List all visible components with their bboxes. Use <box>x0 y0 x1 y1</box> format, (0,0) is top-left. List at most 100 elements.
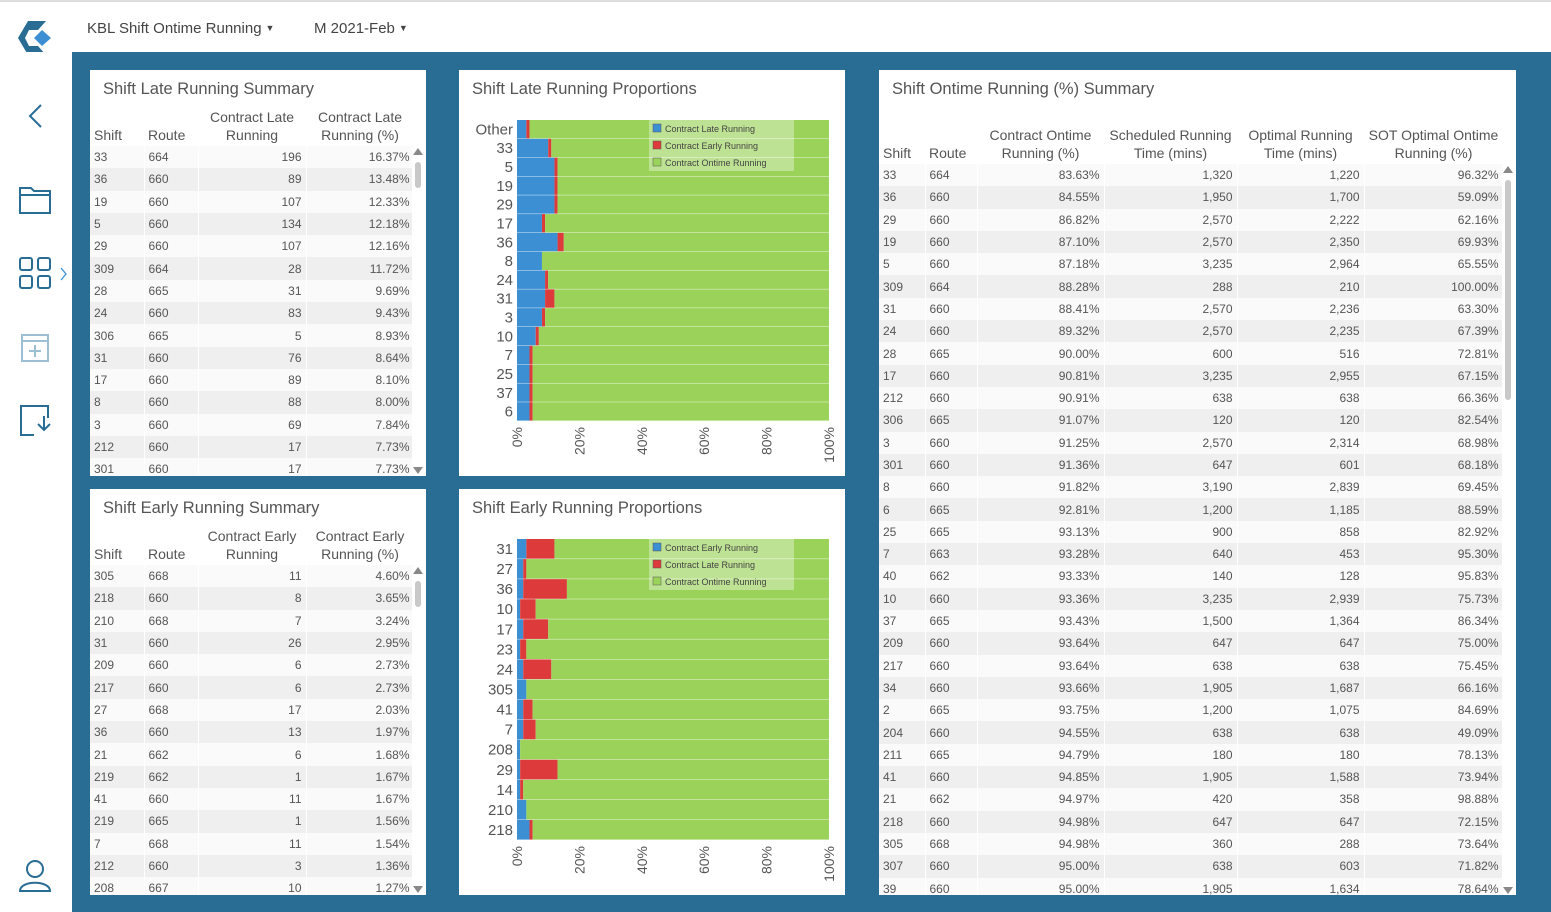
scroll-thumb[interactable] <box>415 581 421 607</box>
table-row[interactable]: 33 664 83.63% 1,320 1,220 96.32% <box>879 164 1503 187</box>
bar-segment[interactable] <box>517 699 524 720</box>
bar-segment[interactable] <box>520 599 536 619</box>
table-row[interactable]: 36 660 89 13.48% <box>90 168 414 191</box>
bar-segment[interactable] <box>523 699 533 720</box>
table-row[interactable]: 301 660 91.36% 647 601 68.18% <box>879 453 1503 477</box>
bar-segment[interactable] <box>520 759 558 780</box>
scroll-up-icon[interactable] <box>413 148 423 155</box>
scroll-down-icon[interactable] <box>1503 887 1513 894</box>
bar-segment[interactable] <box>532 699 829 720</box>
table-row[interactable]: 209 660 6 2.73% <box>90 654 414 677</box>
bar-segment[interactable] <box>520 639 527 659</box>
table-row[interactable]: 3 660 91.25% 2,570 2,314 68.98% <box>879 431 1503 454</box>
bar-segment[interactable] <box>517 679 527 700</box>
bar-segment[interactable] <box>551 138 829 158</box>
table-row[interactable]: 17 660 90.81% 3,235 2,955 67.15% <box>879 364 1503 387</box>
bar-segment[interactable] <box>548 138 552 158</box>
bar-segment[interactable] <box>526 539 555 559</box>
chevron-right-icon[interactable] <box>58 264 68 284</box>
bar-segment[interactable] <box>517 659 524 680</box>
user-icon[interactable] <box>16 856 54 894</box>
table-row[interactable]: 8 660 88 8.00% <box>90 391 414 414</box>
table-row[interactable]: 24 660 89.32% 2,570 2,235 67.39% <box>879 320 1503 343</box>
table-row[interactable]: 41 660 94.85% 1,905 1,588 73.94% <box>879 766 1503 789</box>
bar-segment[interactable] <box>517 799 527 820</box>
bar-segment[interactable] <box>529 383 533 402</box>
bar-segment[interactable] <box>517 759 521 780</box>
bar-segment[interactable] <box>557 176 829 195</box>
table-row[interactable]: 5 660 87.18% 3,235 2,964 65.55% <box>879 253 1503 276</box>
bar-segment[interactable] <box>535 719 829 740</box>
table-row[interactable]: 7 668 11 1.54% <box>90 832 414 855</box>
bar-segment[interactable] <box>520 739 829 760</box>
period-dropdown[interactable]: M 2021-Feb ▼ <box>314 20 408 37</box>
column-header[interactable]: Contract Ontime Running (%) <box>989 127 1092 161</box>
table-row[interactable]: 21 662 6 1.68% <box>90 743 414 766</box>
bar-segment[interactable] <box>517 539 527 559</box>
bar-segment[interactable] <box>517 120 527 139</box>
table-row[interactable]: 309 664 88.28% 288 210 100.00% <box>879 275 1503 298</box>
table-row[interactable]: 212 660 90.91% 638 638 66.36% <box>879 386 1503 410</box>
bar-segment[interactable] <box>548 270 829 289</box>
table-row[interactable]: 218 660 94.98% 647 647 72.15% <box>879 810 1503 833</box>
bar-segment[interactable] <box>554 539 829 559</box>
scroll-thumb[interactable] <box>1505 180 1511 400</box>
table-row[interactable]: 301 660 17 7.73% <box>90 458 414 476</box>
table-row[interactable]: 306 665 5 8.93% <box>90 324 414 347</box>
bar-segment[interactable] <box>517 719 524 740</box>
bar-segment[interactable] <box>554 176 558 195</box>
bar-segment[interactable] <box>548 619 829 639</box>
column-header[interactable]: Route <box>148 127 186 143</box>
table-row[interactable]: 217 660 6 2.73% <box>90 676 414 699</box>
bar-segment[interactable] <box>517 639 521 659</box>
bar-segment[interactable] <box>517 619 524 639</box>
bar-segment[interactable] <box>517 157 555 177</box>
table-row[interactable]: 8 660 91.82% 3,190 2,839 69.45% <box>879 476 1503 499</box>
bar-segment[interactable] <box>517 599 521 619</box>
table-row[interactable]: 219 662 1 1.67% <box>90 765 414 788</box>
table-row[interactable]: 19 660 107 12.33% <box>90 190 414 213</box>
table-row[interactable]: 211 665 94.79% 180 180 78.13% <box>879 743 1503 767</box>
table-row[interactable]: 305 668 94.98% 360 288 73.64% <box>879 832 1503 856</box>
bar-segment[interactable] <box>523 779 829 800</box>
bar-segment[interactable] <box>526 639 829 659</box>
bar-segment[interactable] <box>517 383 530 402</box>
bar-segment[interactable] <box>551 659 829 680</box>
bar-segment[interactable] <box>517 819 530 840</box>
scrollbar[interactable] <box>412 567 424 893</box>
table-row[interactable]: 31 660 88.41% 2,570 2,236 63.30% <box>879 297 1503 321</box>
table-row[interactable]: 212 660 3 1.36% <box>90 854 414 878</box>
table-row[interactable]: 210 668 7 3.24% <box>90 609 414 632</box>
bar-segment[interactable] <box>517 559 524 579</box>
table-row[interactable]: 36 660 84.55% 1,950 1,700 59.09% <box>879 186 1503 209</box>
bar-segment[interactable] <box>526 120 530 139</box>
bar-segment[interactable] <box>523 619 549 639</box>
bar-segment[interactable] <box>557 195 829 214</box>
bar-segment[interactable] <box>557 157 829 177</box>
column-header[interactable]: Contract Early Running (%) <box>315 528 405 562</box>
table-row[interactable]: 25 665 93.13% 900 858 82.92% <box>879 520 1503 544</box>
bar-segment[interactable] <box>545 270 549 289</box>
table-row[interactable]: 39 660 95.00% 1,905 1,634 78.64% <box>879 877 1503 895</box>
column-header[interactable]: Scheduled Running Time (mins) <box>1109 127 1232 161</box>
bar-segment[interactable] <box>532 402 829 421</box>
table-row[interactable]: 24 660 83 9.43% <box>90 302 414 325</box>
bar-segment[interactable] <box>545 289 555 308</box>
bar-segment[interactable] <box>517 308 542 327</box>
table-row[interactable]: 40 662 93.33% 140 128 95.83% <box>879 565 1503 588</box>
bar-segment[interactable] <box>517 214 542 233</box>
table-row[interactable]: 305 668 11 4.60% <box>90 565 414 588</box>
table-row[interactable]: 6 665 92.81% 1,200 1,185 88.59% <box>879 498 1503 521</box>
column-header[interactable]: Shift <box>94 546 123 562</box>
table-row[interactable]: 29 660 107 12.16% <box>90 235 414 258</box>
column-header[interactable]: Shift <box>883 145 912 161</box>
table-row[interactable]: 19 660 87.10% 2,570 2,350 69.93% <box>879 230 1503 254</box>
column-header[interactable]: Contract Late Running <box>209 109 295 143</box>
bar-segment[interactable] <box>517 779 521 800</box>
table-row[interactable]: 31 660 76 8.64% <box>90 346 414 369</box>
bar-segment[interactable] <box>535 326 539 346</box>
table-row[interactable]: 218 660 8 3.65% <box>90 587 414 610</box>
back-arrow-icon[interactable] <box>16 97 54 135</box>
bar-segment[interactable] <box>523 719 536 740</box>
table-row[interactable]: 29 660 86.82% 2,570 2,222 62.16% <box>879 208 1503 231</box>
